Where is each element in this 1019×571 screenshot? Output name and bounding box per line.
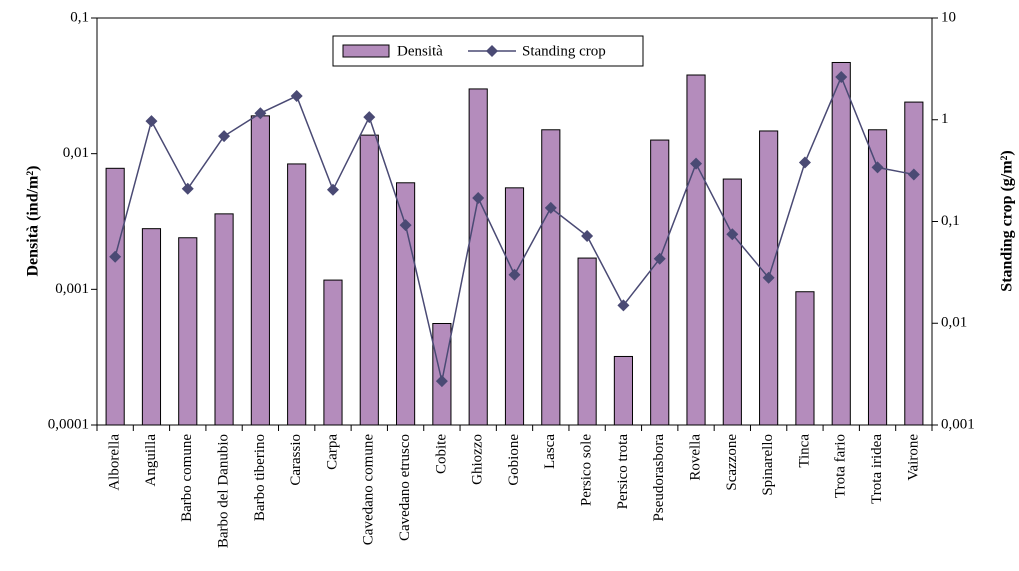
bar [867, 129, 888, 426]
x-tick-label: Persico trota [615, 434, 631, 510]
bar [577, 257, 597, 426]
x-tick-label: Trota iridea [869, 434, 885, 504]
bar [141, 228, 162, 426]
bar [831, 61, 851, 426]
bar [541, 129, 561, 426]
x-tick-label: Barbo comune [179, 434, 195, 522]
x-tick-label: Cobite [433, 434, 449, 474]
bar [650, 139, 670, 426]
marker [218, 130, 231, 143]
marker [254, 107, 267, 120]
legend-label: Standing crop [522, 43, 606, 59]
bar [250, 115, 270, 426]
x-tick-label: Cavedano etrusco [397, 434, 413, 541]
bar [686, 74, 706, 426]
x-tick-label: Alborella [107, 434, 123, 491]
x-tick-label: Barbo tiberino [252, 434, 268, 521]
x-tick-label: Persico sole [579, 434, 595, 506]
marker [907, 168, 920, 181]
y-tick-label: 0,1 [70, 9, 89, 25]
y2-axis-title: Standing crop (g/m²) [999, 150, 1016, 291]
marker [798, 156, 811, 169]
marker [109, 250, 122, 263]
x-tick-label: Pseudorasbora [651, 434, 667, 522]
bar [504, 187, 525, 426]
bar [214, 213, 234, 426]
x-tick-label: Trota fario [833, 434, 849, 498]
bar [105, 167, 125, 426]
marker [835, 71, 848, 84]
y2-tick-label: 0,1 [941, 213, 960, 229]
x-tick-label: Lasca [542, 434, 558, 469]
legend-swatch [342, 44, 390, 58]
y2-tick-label: 0,001 [941, 416, 975, 432]
legend-label: Densità [397, 43, 443, 59]
bar [359, 134, 379, 426]
marker [726, 228, 739, 241]
y2-tick-label: 1 [941, 111, 949, 127]
bar [468, 88, 488, 426]
x-tick-label: Vairone [905, 434, 921, 481]
marker [690, 157, 703, 170]
y-tick-label: 0,0001 [48, 416, 89, 432]
bar [904, 101, 924, 426]
x-tick-label: Tinca [796, 434, 812, 468]
marker [581, 230, 594, 243]
marker [145, 115, 158, 128]
x-tick-label: Carpa [324, 434, 340, 470]
x-tick-label: Spinarello [760, 434, 776, 496]
marker [472, 192, 485, 205]
marker [181, 182, 194, 195]
bar [613, 355, 633, 426]
x-tick-label: Rovella [687, 434, 703, 481]
bar [795, 291, 815, 426]
x-tick-label: Anguilla [143, 434, 159, 487]
marker [653, 252, 666, 265]
bar [722, 178, 742, 426]
x-tick-label: Cavedano comune [361, 434, 377, 546]
x-tick-label: Ghiozzo [470, 434, 486, 485]
marker [508, 268, 521, 281]
marker [435, 375, 448, 388]
y-tick-label: 0,001 [55, 281, 89, 297]
marker [326, 183, 339, 196]
marker [871, 161, 884, 174]
bar [287, 163, 307, 426]
marker [617, 299, 630, 312]
x-tick-label: Barbo del Danubio [216, 434, 232, 548]
legend-marker [486, 45, 498, 57]
bar [396, 182, 416, 426]
marker [399, 219, 412, 232]
x-tick-label: Carassio [288, 434, 304, 486]
bar [178, 237, 198, 426]
marker [762, 271, 775, 284]
bar [432, 322, 452, 426]
y2-tick-label: 0,01 [941, 315, 967, 331]
y-axis-title: Densità (ind/m²) [25, 165, 42, 276]
y2-tick-label: 10 [941, 9, 956, 25]
y-tick-label: 0,01 [63, 145, 89, 161]
marker [290, 90, 303, 103]
marker [544, 201, 557, 214]
x-tick-label: Scazzone [724, 434, 740, 491]
marker [363, 111, 376, 124]
x-tick-label: Gobione [506, 434, 522, 486]
bar [323, 279, 343, 426]
